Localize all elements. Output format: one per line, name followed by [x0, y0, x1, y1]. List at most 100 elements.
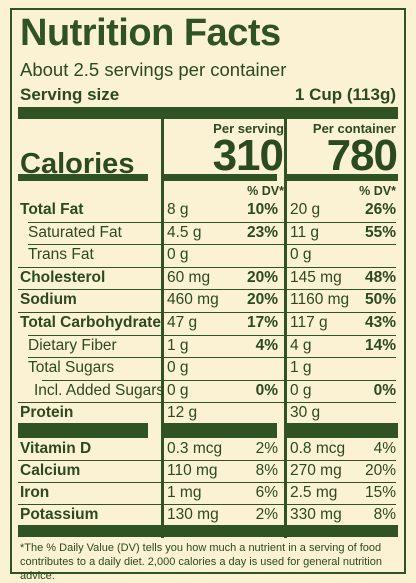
vitamin-container-amount: 2.5 mg — [290, 484, 338, 501]
label-title: Nutrition Facts — [20, 12, 281, 54]
vitamin-row: Calcium 110 mg 8% 270 mg 20% — [18, 460, 398, 483]
thick-divider-bottom — [18, 525, 398, 537]
column-divider-right — [284, 119, 287, 538]
dv-header-serving: % DV* — [247, 184, 284, 198]
nutrient-row: Cholesterol 60 mg 20% 145 mg 48% — [18, 267, 398, 290]
nutrient-name: Cholesterol — [20, 269, 106, 286]
nutrient-row: Protein 12 g 30 g — [18, 402, 398, 425]
vitamin-name: Calcium — [20, 462, 81, 479]
calories-per-serving: 310 — [212, 131, 284, 180]
nutrient-container-amount: 30 g — [290, 404, 321, 421]
footnote: *The % Daily Value (DV) tells you how mu… — [20, 542, 382, 582]
nutrient-name: Sodium — [20, 291, 77, 308]
nutrient-serving-amount: 0 g — [167, 246, 189, 263]
vitamin-serving-dv: 8% — [255, 462, 278, 479]
nutrient-serving-amount: 0 g — [167, 382, 189, 399]
serving-size-label: Serving size — [20, 85, 120, 104]
nutrient-row: Total Carbohydrate 47 g 17% 117 g 43% — [18, 312, 398, 335]
nutrient-serving-amount: 47 g — [167, 314, 198, 331]
vitamin-serving-amount: 1 mg — [167, 484, 202, 501]
row-divider — [28, 357, 396, 358]
vitamin-container-dv: 4% — [373, 440, 396, 457]
vitamin-bar-left — [18, 423, 148, 438]
nutrient-name: Total Fat — [20, 201, 84, 218]
row-divider — [18, 402, 396, 403]
nutrient-serving-amount: 1 g — [167, 337, 189, 354]
nutrient-row: Total Sugars 0 g 1 g — [18, 357, 398, 380]
vitamin-name: Iron — [20, 484, 50, 501]
nutrient-row: Saturated Fat 4.5 g 23% 11 g 55% — [18, 222, 398, 245]
vitamin-container-dv: 20% — [364, 462, 396, 479]
nutrient-row: Trans Fat 0 g 0 g — [18, 244, 398, 267]
serving-size-value: 1 Cup (113g) — [294, 85, 396, 104]
nutrient-serving-amount: 8 g — [167, 201, 189, 218]
nutrient-row: Sodium 460 mg 20% 1160 mg 50% — [18, 289, 398, 312]
nutrient-container-amount: 20 g — [290, 201, 321, 218]
nutrient-container-amount: 11 g — [290, 224, 320, 241]
vitamin-bar-mid — [164, 423, 277, 438]
nutrient-serving-amount: 12 g — [167, 404, 198, 421]
nutrient-container-amount: 117 g — [290, 314, 328, 331]
row-divider — [42, 380, 396, 381]
nutrient-name: Incl. Added Sugars — [34, 382, 165, 399]
row-divider — [28, 244, 396, 245]
row-divider — [28, 335, 396, 336]
vitamin-row: Potassium 130 mg 2% 330 mg 8% — [18, 504, 398, 527]
vitamin-name: Potassium — [20, 506, 99, 523]
vitamin-name: Vitamin D — [20, 440, 92, 457]
calories-per-container: 780 — [326, 131, 398, 180]
row-divider — [18, 504, 396, 505]
nutrient-serving-amount: 60 mg — [167, 269, 211, 286]
nutrient-serving-dv: 17% — [246, 314, 278, 331]
vitamin-serving-dv: 6% — [255, 484, 278, 501]
nutrient-container-amount: 0 g — [290, 246, 312, 263]
vitamin-serving-amount: 130 mg — [167, 506, 219, 523]
nutrient-serving-dv: 23% — [246, 224, 278, 241]
nutrient-container-amount: 4 g — [290, 337, 312, 354]
thick-divider-top — [18, 107, 398, 119]
nutrient-serving-dv: 4% — [255, 337, 278, 354]
nutrient-row: Dietary Fiber 1 g 4% 4 g 14% — [18, 335, 398, 358]
vitamin-container-amount: 0.8 mcg — [290, 440, 346, 457]
nutrient-name: Protein — [20, 404, 74, 421]
nutrient-name: Dietary Fiber — [28, 337, 117, 354]
row-divider — [18, 312, 396, 313]
vitamin-serving-dv: 2% — [255, 506, 278, 523]
nutrient-container-amount: 1 g — [290, 359, 312, 376]
nutrient-serving-dv: 10% — [246, 201, 278, 218]
row-divider — [28, 222, 396, 223]
nutrient-container-dv: 48% — [364, 269, 396, 286]
nutrient-name: Saturated Fat — [28, 224, 122, 241]
vitamin-bar-right — [287, 423, 398, 438]
row-divider — [18, 289, 396, 290]
nutrient-container-dv: 14% — [364, 337, 396, 354]
row-divider — [18, 482, 396, 483]
vitamin-serving-amount: 110 mg — [167, 462, 218, 479]
nutrient-container-dv: 55% — [364, 224, 396, 241]
nutrient-name: Total Sugars — [28, 359, 115, 376]
per-container-header: Per container — [312, 121, 396, 136]
nutrient-container-dv: 43% — [364, 314, 396, 331]
nutrient-container-dv: 50% — [364, 291, 396, 308]
calories-bar-mid — [164, 174, 277, 181]
nutrient-container-amount: 0 g — [290, 382, 312, 399]
vitamin-row: Vitamin D 0.3 mcg 2% 0.8 mcg 4% — [18, 438, 398, 461]
vitamin-row: Iron 1 mg 6% 2.5 mg 15% — [18, 482, 398, 505]
servings-per-container: About 2.5 servings per container — [20, 59, 287, 80]
nutrient-serving-amount: 0 g — [167, 359, 189, 376]
row-divider — [18, 460, 396, 461]
nutrient-name: Trans Fat — [28, 246, 94, 263]
nutrition-facts-label: Nutrition Facts About 2.5 servings per c… — [10, 8, 406, 582]
nutrient-row: Total Fat 8 g 10% 20 g 26% — [18, 199, 398, 222]
column-divider-left — [161, 119, 164, 538]
nutrient-container-dv: 26% — [364, 201, 396, 218]
per-serving-header: Per serving — [213, 121, 284, 136]
nutrient-serving-amount: 4.5 g — [167, 224, 202, 241]
vitamin-serving-dv: 2% — [255, 440, 278, 457]
vitamin-container-amount: 270 mg — [290, 462, 342, 479]
vitamin-container-dv: 15% — [364, 484, 396, 501]
calories-bar-right — [287, 174, 398, 181]
row-divider — [18, 267, 396, 268]
vitamin-container-dv: 8% — [373, 506, 396, 523]
nutrient-serving-amount: 460 mg — [167, 291, 219, 308]
